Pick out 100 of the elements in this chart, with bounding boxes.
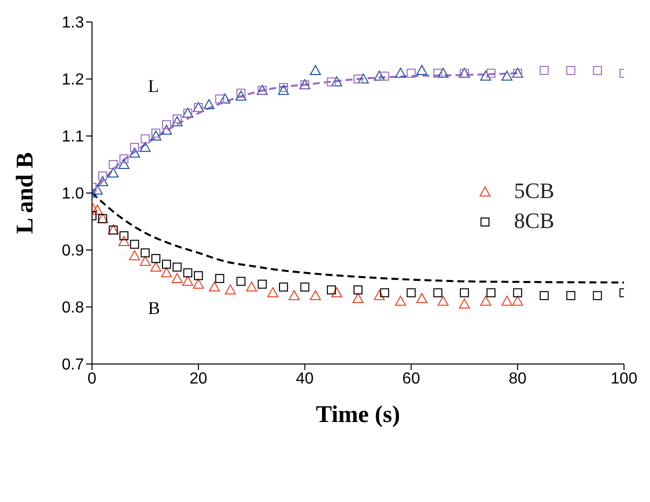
point bbox=[540, 66, 549, 75]
point bbox=[208, 282, 220, 292]
point bbox=[380, 288, 390, 298]
point bbox=[140, 142, 151, 152]
point bbox=[140, 134, 150, 144]
point bbox=[172, 114, 182, 124]
point bbox=[288, 290, 300, 300]
point bbox=[151, 128, 160, 138]
point bbox=[540, 291, 549, 300]
point bbox=[501, 70, 512, 81]
x-tick-label: 60 bbox=[402, 370, 420, 388]
y-tick-label: 0.9 bbox=[62, 242, 84, 260]
point bbox=[204, 99, 215, 110]
legend-label: 5CB bbox=[514, 178, 554, 204]
point bbox=[512, 296, 524, 306]
point bbox=[592, 66, 602, 75]
point bbox=[215, 274, 224, 283]
point bbox=[566, 291, 576, 300]
point bbox=[130, 240, 140, 249]
point bbox=[236, 88, 246, 98]
point bbox=[592, 291, 602, 300]
point bbox=[438, 296, 449, 306]
point bbox=[258, 280, 267, 289]
point bbox=[192, 278, 204, 289]
point bbox=[374, 290, 385, 300]
point bbox=[92, 204, 103, 215]
point bbox=[108, 160, 118, 169]
point bbox=[406, 288, 416, 298]
point bbox=[354, 74, 362, 84]
point bbox=[119, 231, 128, 240]
point bbox=[150, 262, 162, 272]
point bbox=[183, 268, 192, 278]
y-tick-label: 1.0 bbox=[62, 186, 84, 203]
point bbox=[279, 83, 288, 92]
point bbox=[501, 296, 512, 306]
y-axis-title: L and B bbox=[12, 152, 39, 234]
point bbox=[331, 287, 342, 298]
point bbox=[246, 282, 258, 292]
point bbox=[97, 176, 108, 186]
point bbox=[162, 120, 171, 130]
point bbox=[395, 296, 406, 306]
point bbox=[236, 276, 246, 286]
y-tick-label: 1.1 bbox=[62, 128, 84, 146]
x-axis-title: Time (s) bbox=[316, 402, 400, 428]
point bbox=[310, 64, 321, 75]
point bbox=[140, 248, 150, 258]
point bbox=[220, 93, 230, 104]
point bbox=[331, 76, 342, 86]
point bbox=[224, 284, 236, 294]
annotation: B bbox=[148, 298, 160, 319]
legend-label: 8CB bbox=[514, 208, 554, 234]
point bbox=[118, 159, 130, 169]
point bbox=[352, 292, 364, 303]
annotation: L bbox=[148, 76, 159, 97]
point bbox=[215, 94, 224, 104]
point bbox=[416, 64, 428, 75]
point bbox=[416, 292, 428, 303]
point bbox=[267, 287, 278, 298]
point bbox=[566, 66, 576, 75]
point bbox=[172, 273, 183, 283]
point bbox=[358, 74, 369, 84]
point bbox=[300, 282, 310, 292]
x-tick-label: 40 bbox=[296, 370, 314, 388]
y-tick-label: 1.2 bbox=[62, 72, 84, 89]
point bbox=[160, 124, 172, 135]
y-tick-label: 0.8 bbox=[62, 300, 84, 317]
point bbox=[182, 276, 194, 286]
x-tick-label: 20 bbox=[190, 370, 208, 388]
point bbox=[310, 290, 321, 300]
point bbox=[129, 250, 140, 260]
point bbox=[279, 282, 288, 292]
point bbox=[119, 154, 128, 164]
point bbox=[458, 298, 470, 309]
point bbox=[433, 68, 442, 78]
point bbox=[480, 296, 492, 306]
y-tick-label: 0.7 bbox=[62, 356, 84, 374]
point bbox=[438, 68, 449, 78]
point bbox=[326, 285, 336, 294]
point bbox=[380, 72, 390, 81]
point bbox=[194, 271, 203, 280]
point bbox=[480, 70, 492, 81]
point bbox=[374, 70, 385, 81]
point bbox=[354, 285, 362, 294]
x-tick-label: 80 bbox=[508, 370, 527, 388]
point bbox=[140, 256, 151, 266]
point bbox=[150, 130, 162, 140]
y-tick-label: 1.3 bbox=[62, 14, 84, 32]
point bbox=[172, 116, 183, 126]
point bbox=[151, 254, 160, 264]
point bbox=[326, 77, 336, 86]
point bbox=[162, 260, 171, 269]
point bbox=[92, 184, 103, 195]
point bbox=[433, 288, 442, 298]
point bbox=[118, 236, 130, 246]
x-tick-label: 0 bbox=[88, 370, 97, 388]
point bbox=[129, 148, 140, 158]
point bbox=[130, 142, 140, 152]
point bbox=[108, 168, 119, 178]
point bbox=[160, 267, 172, 278]
point bbox=[395, 68, 406, 78]
